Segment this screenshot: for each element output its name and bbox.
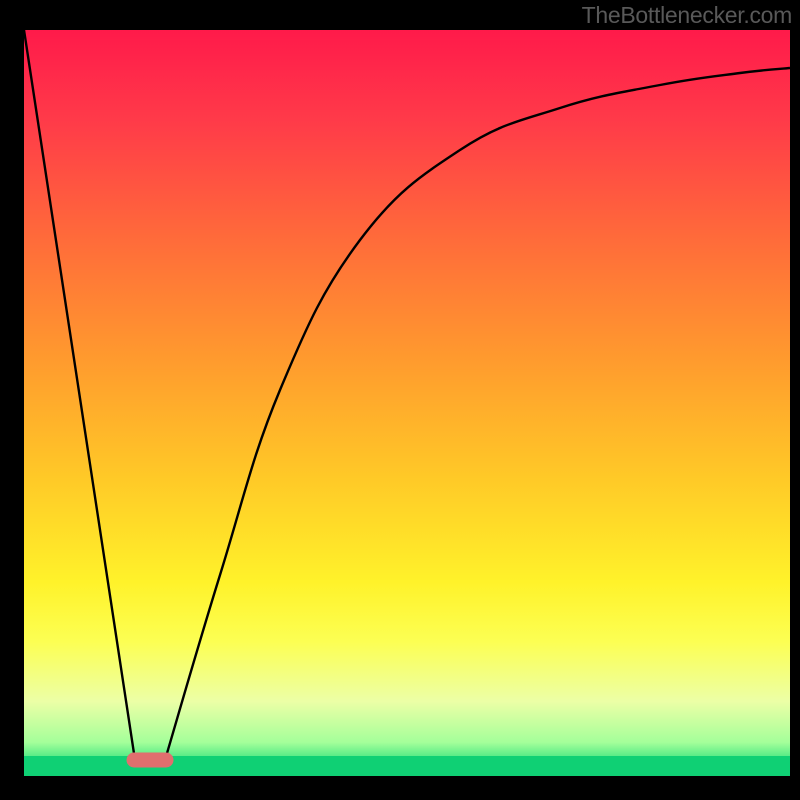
watermark-text: TheBottlenecker.com bbox=[582, 2, 792, 29]
optimal-point-marker bbox=[127, 753, 173, 767]
plot-gradient-background bbox=[24, 30, 790, 776]
bottleneck-chart-canvas: TheBottlenecker.com bbox=[0, 0, 800, 800]
chart-svg bbox=[0, 0, 800, 800]
